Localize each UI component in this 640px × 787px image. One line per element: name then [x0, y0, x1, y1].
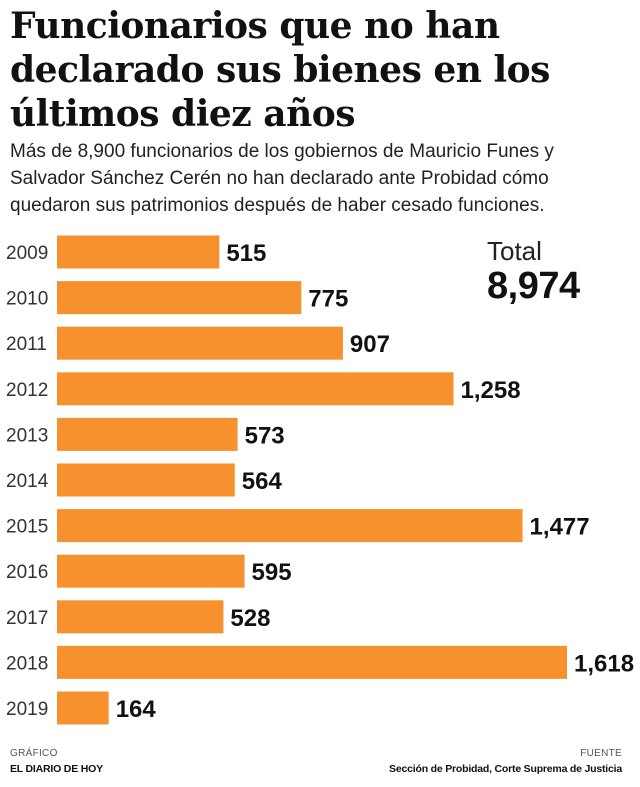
bar [57, 463, 235, 497]
total-box: Total 8,974 [487, 236, 580, 308]
year-label: 2018 [6, 653, 48, 674]
footer-credit: GRÁFICO EL DIARIO DE HOY [10, 748, 103, 775]
value-label: 1,618 [574, 650, 634, 677]
year-label: 2016 [6, 562, 48, 583]
value-label: 595 [252, 559, 292, 586]
value-label: 573 [245, 422, 285, 449]
year-label: 2010 [6, 289, 48, 310]
value-label: 775 [308, 286, 348, 313]
chart-title: Funcionarios que no han declarado sus bi… [10, 5, 550, 135]
bar [57, 235, 220, 269]
year-label: 2014 [6, 471, 49, 492]
year-label: 2015 [6, 517, 48, 538]
value-label: 528 [230, 605, 270, 632]
footer-source-label: FUENTE [580, 748, 622, 759]
total-label: Total [487, 236, 542, 266]
value-label: 564 [242, 468, 283, 495]
bar [57, 417, 238, 451]
year-label: 2012 [6, 380, 48, 401]
bar [57, 645, 567, 679]
bar-chart: 2009 515 2010 775 2011 907 2012 1,258 2013 573 201… [6, 235, 634, 725]
value-label: 1,477 [530, 514, 590, 541]
value-label: 1,258 [461, 377, 521, 404]
value-label: 907 [350, 331, 390, 358]
bar [57, 326, 343, 360]
total-value: 8,974 [487, 265, 580, 307]
bar [57, 554, 245, 588]
value-label: 515 [226, 240, 266, 267]
footer-graphic-label: GRÁFICO [10, 748, 58, 759]
footer-source-name: Sección de Probidad, Corte Suprema de Ju… [389, 763, 622, 775]
bar [57, 691, 109, 725]
bar [57, 509, 523, 543]
value-label: 164 [116, 696, 157, 723]
year-label: 2009 [6, 243, 48, 264]
bar [57, 600, 224, 634]
year-label: 2019 [6, 699, 48, 720]
year-label: 2013 [6, 425, 48, 446]
footer-publisher: EL DIARIO DE HOY [10, 763, 103, 775]
bar [57, 281, 302, 315]
year-label: 2017 [6, 608, 48, 629]
footer-source: FUENTE Sección de Probidad, Corte Suprem… [389, 748, 622, 775]
bar [57, 372, 454, 406]
year-label: 2011 [6, 334, 47, 355]
chart-subtitle: Más de 8,900 funcionarios de los gobiern… [10, 141, 554, 216]
